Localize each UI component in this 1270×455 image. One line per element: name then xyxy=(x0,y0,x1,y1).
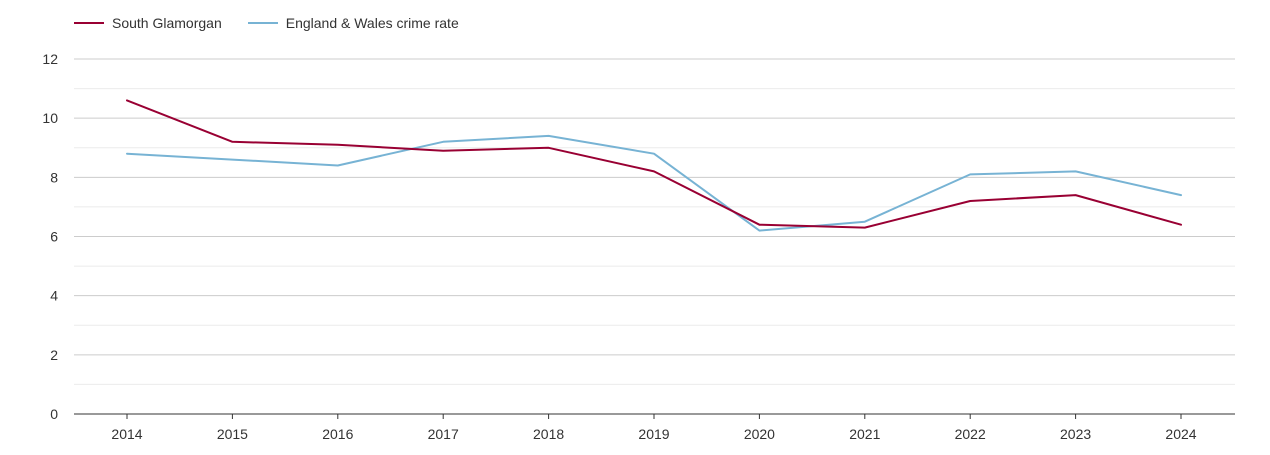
legend: South Glamorgan England & Wales crime ra… xyxy=(74,15,459,31)
x-tick-label: 2014 xyxy=(111,426,142,442)
x-tick-label: 2016 xyxy=(322,426,353,442)
legend-label-south-glamorgan: South Glamorgan xyxy=(112,15,222,31)
legend-label-england-wales: England & Wales crime rate xyxy=(285,15,459,31)
legend-swatch-england-wales xyxy=(247,22,278,24)
y-tick-label: 6 xyxy=(50,229,58,245)
x-tick-label: 2024 xyxy=(1165,426,1196,442)
x-tick-label: 2017 xyxy=(428,426,459,442)
y-tick-label: 0 xyxy=(50,406,58,422)
y-tick-label: 10 xyxy=(42,110,58,126)
y-tick-label: 4 xyxy=(50,288,58,304)
legend-item-south-glamorgan[interactable]: South Glamorgan xyxy=(74,15,222,31)
x-tick-label: 2018 xyxy=(533,426,564,442)
x-tick-label: 2015 xyxy=(217,426,248,442)
x-tick-label: 2022 xyxy=(955,426,986,442)
x-tick-label: 2023 xyxy=(1060,426,1091,442)
x-tick-label: 2021 xyxy=(849,426,880,442)
series-line-england-wales-crime-rate[interactable] xyxy=(126,134,1182,232)
y-tick-label: 8 xyxy=(50,169,58,185)
y-tick-label: 2 xyxy=(50,347,58,363)
legend-swatch-south-glamorgan xyxy=(74,22,104,24)
legend-item-england-wales[interactable]: England & Wales crime rate xyxy=(247,15,459,31)
x-tick-label: 2019 xyxy=(638,426,669,442)
x-tick-label: 2020 xyxy=(744,426,775,442)
series-line-south-glamorgan[interactable] xyxy=(126,99,1182,229)
y-tick-label: 12 xyxy=(42,51,58,67)
